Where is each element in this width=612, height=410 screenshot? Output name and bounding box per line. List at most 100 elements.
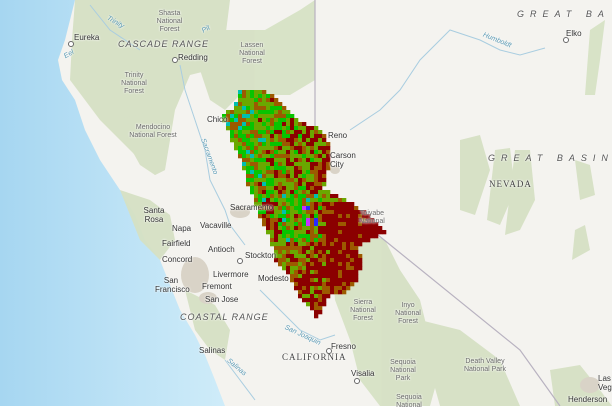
- raster-cell: [290, 146, 295, 151]
- city-las-vegas[interactable]: Las Vegas: [598, 374, 612, 392]
- label-great-basin: GREAT BASIN: [488, 153, 612, 163]
- raster-cell: [342, 218, 347, 223]
- label-trinity-nf: Trinity National Forest: [121, 72, 147, 95]
- raster-cell: [318, 266, 323, 271]
- city-modesto[interactable]: Modesto: [258, 274, 289, 283]
- city-concord[interactable]: Concord: [162, 255, 193, 264]
- raster-cell: [246, 90, 251, 95]
- raster-cell: [286, 182, 291, 187]
- raster-cell: [246, 122, 251, 127]
- raster-cell: [326, 158, 331, 163]
- raster-cell: [338, 290, 343, 295]
- raster-cell: [266, 102, 271, 107]
- raster-cell: [306, 134, 311, 139]
- raster-cell: [254, 114, 259, 119]
- city-fairfield[interactable]: Fairfield: [162, 239, 191, 248]
- raster-cell: [310, 186, 315, 191]
- raster-cell: [326, 246, 331, 251]
- city-antioch[interactable]: Antioch: [208, 245, 235, 254]
- raster-cell: [326, 254, 331, 259]
- city-napa[interactable]: Napa: [172, 224, 192, 233]
- raster-cell: [282, 118, 287, 123]
- raster-cell: [262, 210, 267, 215]
- city-carson[interactable]: Carson City: [330, 151, 356, 169]
- city-vacaville[interactable]: Vacaville: [200, 221, 232, 230]
- raster-cell: [302, 214, 307, 219]
- raster-cell: [350, 214, 355, 219]
- raster-cell: [370, 230, 375, 235]
- raster-cell: [266, 118, 271, 123]
- raster-cell: [326, 234, 331, 239]
- raster-cell: [262, 146, 267, 151]
- city-eureka[interactable]: Eureka: [74, 33, 100, 42]
- raster-cell: [322, 154, 327, 159]
- city-santa-rosa[interactable]: Santa Rosa: [143, 206, 165, 224]
- city-chico[interactable]: Chico: [207, 115, 228, 124]
- raster-cell: [342, 210, 347, 215]
- raster-cell: [258, 126, 263, 131]
- raster-cell: [310, 150, 315, 155]
- raster-cell: [362, 230, 367, 235]
- raster-cell: [302, 290, 307, 295]
- raster-cell: [258, 150, 263, 155]
- raster-cell: [282, 114, 287, 119]
- raster-cell: [258, 110, 263, 115]
- raster-cell: [310, 206, 315, 211]
- city-redding[interactable]: Redding: [178, 53, 208, 62]
- raster-cell: [270, 102, 275, 107]
- raster-cell: [302, 162, 307, 167]
- raster-cell: [290, 190, 295, 195]
- raster-cell: [274, 118, 279, 123]
- raster-cell: [310, 178, 315, 183]
- raster-cell: [234, 110, 239, 115]
- raster-cell: [298, 198, 303, 203]
- raster-cell: [318, 282, 323, 287]
- city-reno[interactable]: Reno: [328, 131, 348, 140]
- raster-cell: [366, 238, 371, 243]
- raster-cell: [262, 158, 267, 163]
- raster-cell: [338, 226, 343, 231]
- raster-cell: [302, 210, 307, 215]
- city-fremont[interactable]: Fremont: [202, 282, 232, 291]
- raster-cell: [318, 274, 323, 279]
- raster-cell: [286, 158, 291, 163]
- city-fresno[interactable]: Fresno: [331, 342, 356, 351]
- watershed-raster-layer[interactable]: [222, 90, 387, 319]
- city-sacramento[interactable]: Sacramento: [230, 203, 274, 212]
- city-salinas[interactable]: Salinas: [199, 346, 226, 355]
- city-stockton[interactable]: Stockton: [245, 251, 277, 260]
- raster-cell: [302, 186, 307, 191]
- city-livermore[interactable]: Livermore: [213, 270, 249, 279]
- raster-cell: [282, 254, 287, 259]
- urban-areas: [181, 166, 600, 393]
- raster-cell: [270, 186, 275, 191]
- raster-cell: [326, 154, 331, 159]
- raster-cell: [286, 146, 291, 151]
- raster-cell: [346, 262, 351, 267]
- city-san-jose[interactable]: San Jose: [205, 295, 239, 304]
- raster-cell: [270, 146, 275, 151]
- city-elko[interactable]: Elko: [566, 29, 582, 38]
- raster-cell: [314, 286, 319, 291]
- raster-cell: [258, 138, 263, 143]
- raster-cell: [310, 274, 315, 279]
- raster-cell: [346, 278, 351, 283]
- raster-cell: [246, 94, 251, 99]
- raster-cell: [310, 158, 315, 163]
- raster-cell: [302, 282, 307, 287]
- raster-cell: [286, 242, 291, 247]
- raster-cell: [242, 94, 247, 99]
- raster-cell: [286, 166, 291, 171]
- raster-cell: [238, 154, 243, 159]
- city-henderson[interactable]: Henderson: [568, 395, 608, 404]
- raster-cell: [374, 234, 379, 239]
- raster-cell: [270, 110, 275, 115]
- raster-cell: [318, 190, 323, 195]
- city-san-francisco[interactable]: San Francisco: [155, 276, 190, 294]
- raster-cell: [310, 198, 315, 203]
- raster-cell: [342, 198, 347, 203]
- raster-cell: [298, 230, 303, 235]
- city-visalia[interactable]: Visalia: [351, 369, 375, 378]
- raster-cell: [306, 126, 311, 131]
